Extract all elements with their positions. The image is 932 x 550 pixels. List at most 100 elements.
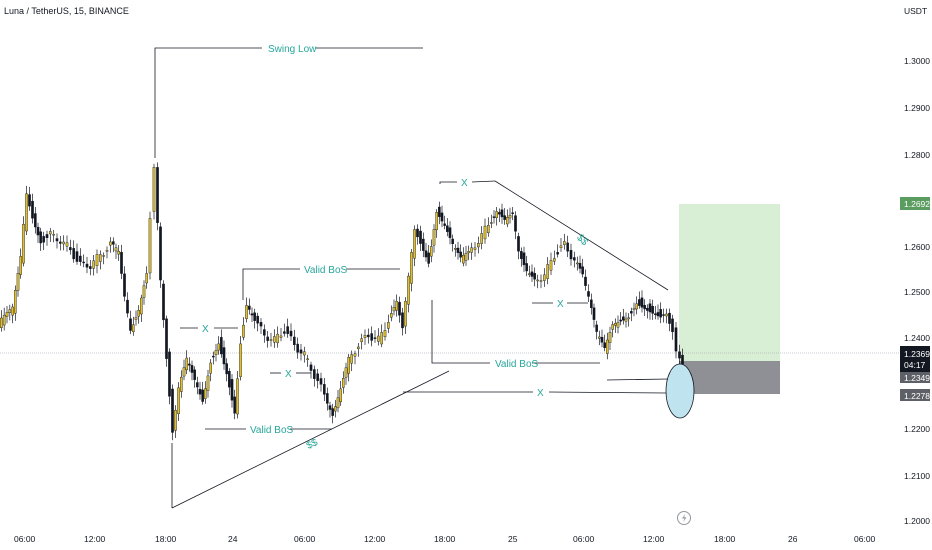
candle-body: [353, 353, 357, 357]
candle-body: [624, 318, 628, 322]
candle-body: [427, 252, 430, 264]
x-tick: 12:00: [643, 534, 665, 544]
candle-body: [28, 194, 31, 207]
candle-body: [616, 322, 620, 328]
candle-body: [640, 297, 644, 308]
candle-body: [109, 241, 112, 246]
candle-body: [407, 275, 410, 305]
x-mark: X: [461, 178, 468, 189]
candle-body: [584, 276, 587, 286]
candle-body: [245, 305, 248, 319]
candle-body: [159, 226, 162, 281]
candle-body: [36, 227, 40, 236]
candle-body: [137, 310, 140, 317]
target-tag: 1.2692: [900, 197, 930, 210]
y-axis: 1.3000 1.2900 1.2800 1.2600 1.2500 1.240…: [904, 56, 930, 526]
candle-body: [0, 317, 3, 328]
candle-body: [168, 351, 171, 397]
candle-body: [539, 280, 543, 282]
candle-body: [293, 336, 296, 346]
candle-body: [424, 250, 428, 258]
y-tick: 1.2800: [904, 150, 930, 160]
candle-body: [65, 242, 69, 247]
candle-body: [239, 343, 242, 377]
candle-body: [16, 273, 20, 291]
candle-body: [336, 397, 340, 409]
candle-body: [140, 297, 143, 315]
candle-body: [590, 299, 593, 308]
loss-zone[interactable]: [679, 361, 780, 394]
x-line-top-b: [471, 180, 496, 183]
candle-body: [276, 333, 279, 344]
x-tick: 06:00: [14, 534, 36, 544]
candle-body: [622, 316, 625, 321]
candle-body: [566, 242, 569, 252]
candle-body: [395, 300, 398, 311]
candle-body: [92, 260, 95, 269]
candle-body: [75, 251, 79, 262]
candle-body: [328, 405, 332, 410]
y-tick: 1.2400: [904, 333, 930, 343]
x-mark: X: [537, 388, 544, 399]
trend-line-lower: [171, 370, 450, 509]
candle-body: [85, 263, 89, 268]
candle-body: [212, 355, 215, 358]
candle-body: [72, 248, 75, 260]
candle-body: [587, 291, 590, 297]
candle-body: [525, 263, 528, 272]
lightning-icon[interactable]: [677, 511, 691, 525]
candle-body: [99, 254, 102, 262]
candle-body: [492, 216, 496, 218]
candle-body: [464, 252, 468, 261]
candle-body: [654, 313, 657, 315]
candle-body: [201, 389, 204, 402]
candle-body: [342, 378, 345, 388]
entry-tag: 1.2349: [900, 372, 930, 383]
candle-body: [553, 258, 556, 262]
candle-body: [578, 263, 582, 269]
candle-body: [559, 245, 563, 248]
candle-body: [180, 376, 183, 392]
candle-body: [165, 318, 168, 359]
candle-body: [573, 257, 576, 261]
target-tag-text: 1.2692: [904, 199, 930, 209]
candle-body: [253, 312, 256, 321]
candle-body: [259, 322, 263, 327]
candle-body: [470, 247, 473, 253]
candle-body: [188, 363, 191, 366]
swing-low-line: [154, 47, 262, 158]
candle-body: [250, 313, 254, 316]
candle-body: [248, 305, 251, 310]
candle-body: [326, 393, 329, 404]
candle-body: [517, 236, 520, 252]
candle-body: [220, 337, 223, 355]
valid-bos-mid-line: [431, 300, 490, 364]
candle-body: [319, 378, 323, 385]
candle-body: [19, 256, 22, 275]
entry-tag-text: 1.2349: [904, 373, 930, 383]
candle-body: [520, 251, 523, 259]
candle-body: [225, 363, 228, 375]
candle-body: [55, 238, 59, 242]
ss-label: $$: [305, 437, 320, 452]
candle-body: [603, 342, 606, 349]
stop-tag-text: 1.2278: [904, 391, 930, 401]
y-tick: 1.3000: [904, 56, 930, 66]
candle-body: [490, 222, 493, 224]
candle-body: [344, 367, 348, 378]
candle-body: [606, 339, 609, 354]
candle-body: [347, 357, 350, 374]
profit-zone[interactable]: [679, 204, 780, 361]
candle-body: [22, 224, 25, 264]
candle-body: [162, 283, 165, 321]
candle-body: [576, 262, 579, 265]
entry-circle[interactable]: [665, 363, 695, 419]
candle-body: [438, 206, 441, 217]
x-tick: 06:00: [854, 534, 876, 544]
candle-body: [14, 290, 17, 314]
candle-body: [549, 260, 553, 271]
annotation-lines[interactable]: [154, 47, 669, 509]
candle-body: [132, 324, 135, 333]
candle-body: [611, 324, 614, 330]
